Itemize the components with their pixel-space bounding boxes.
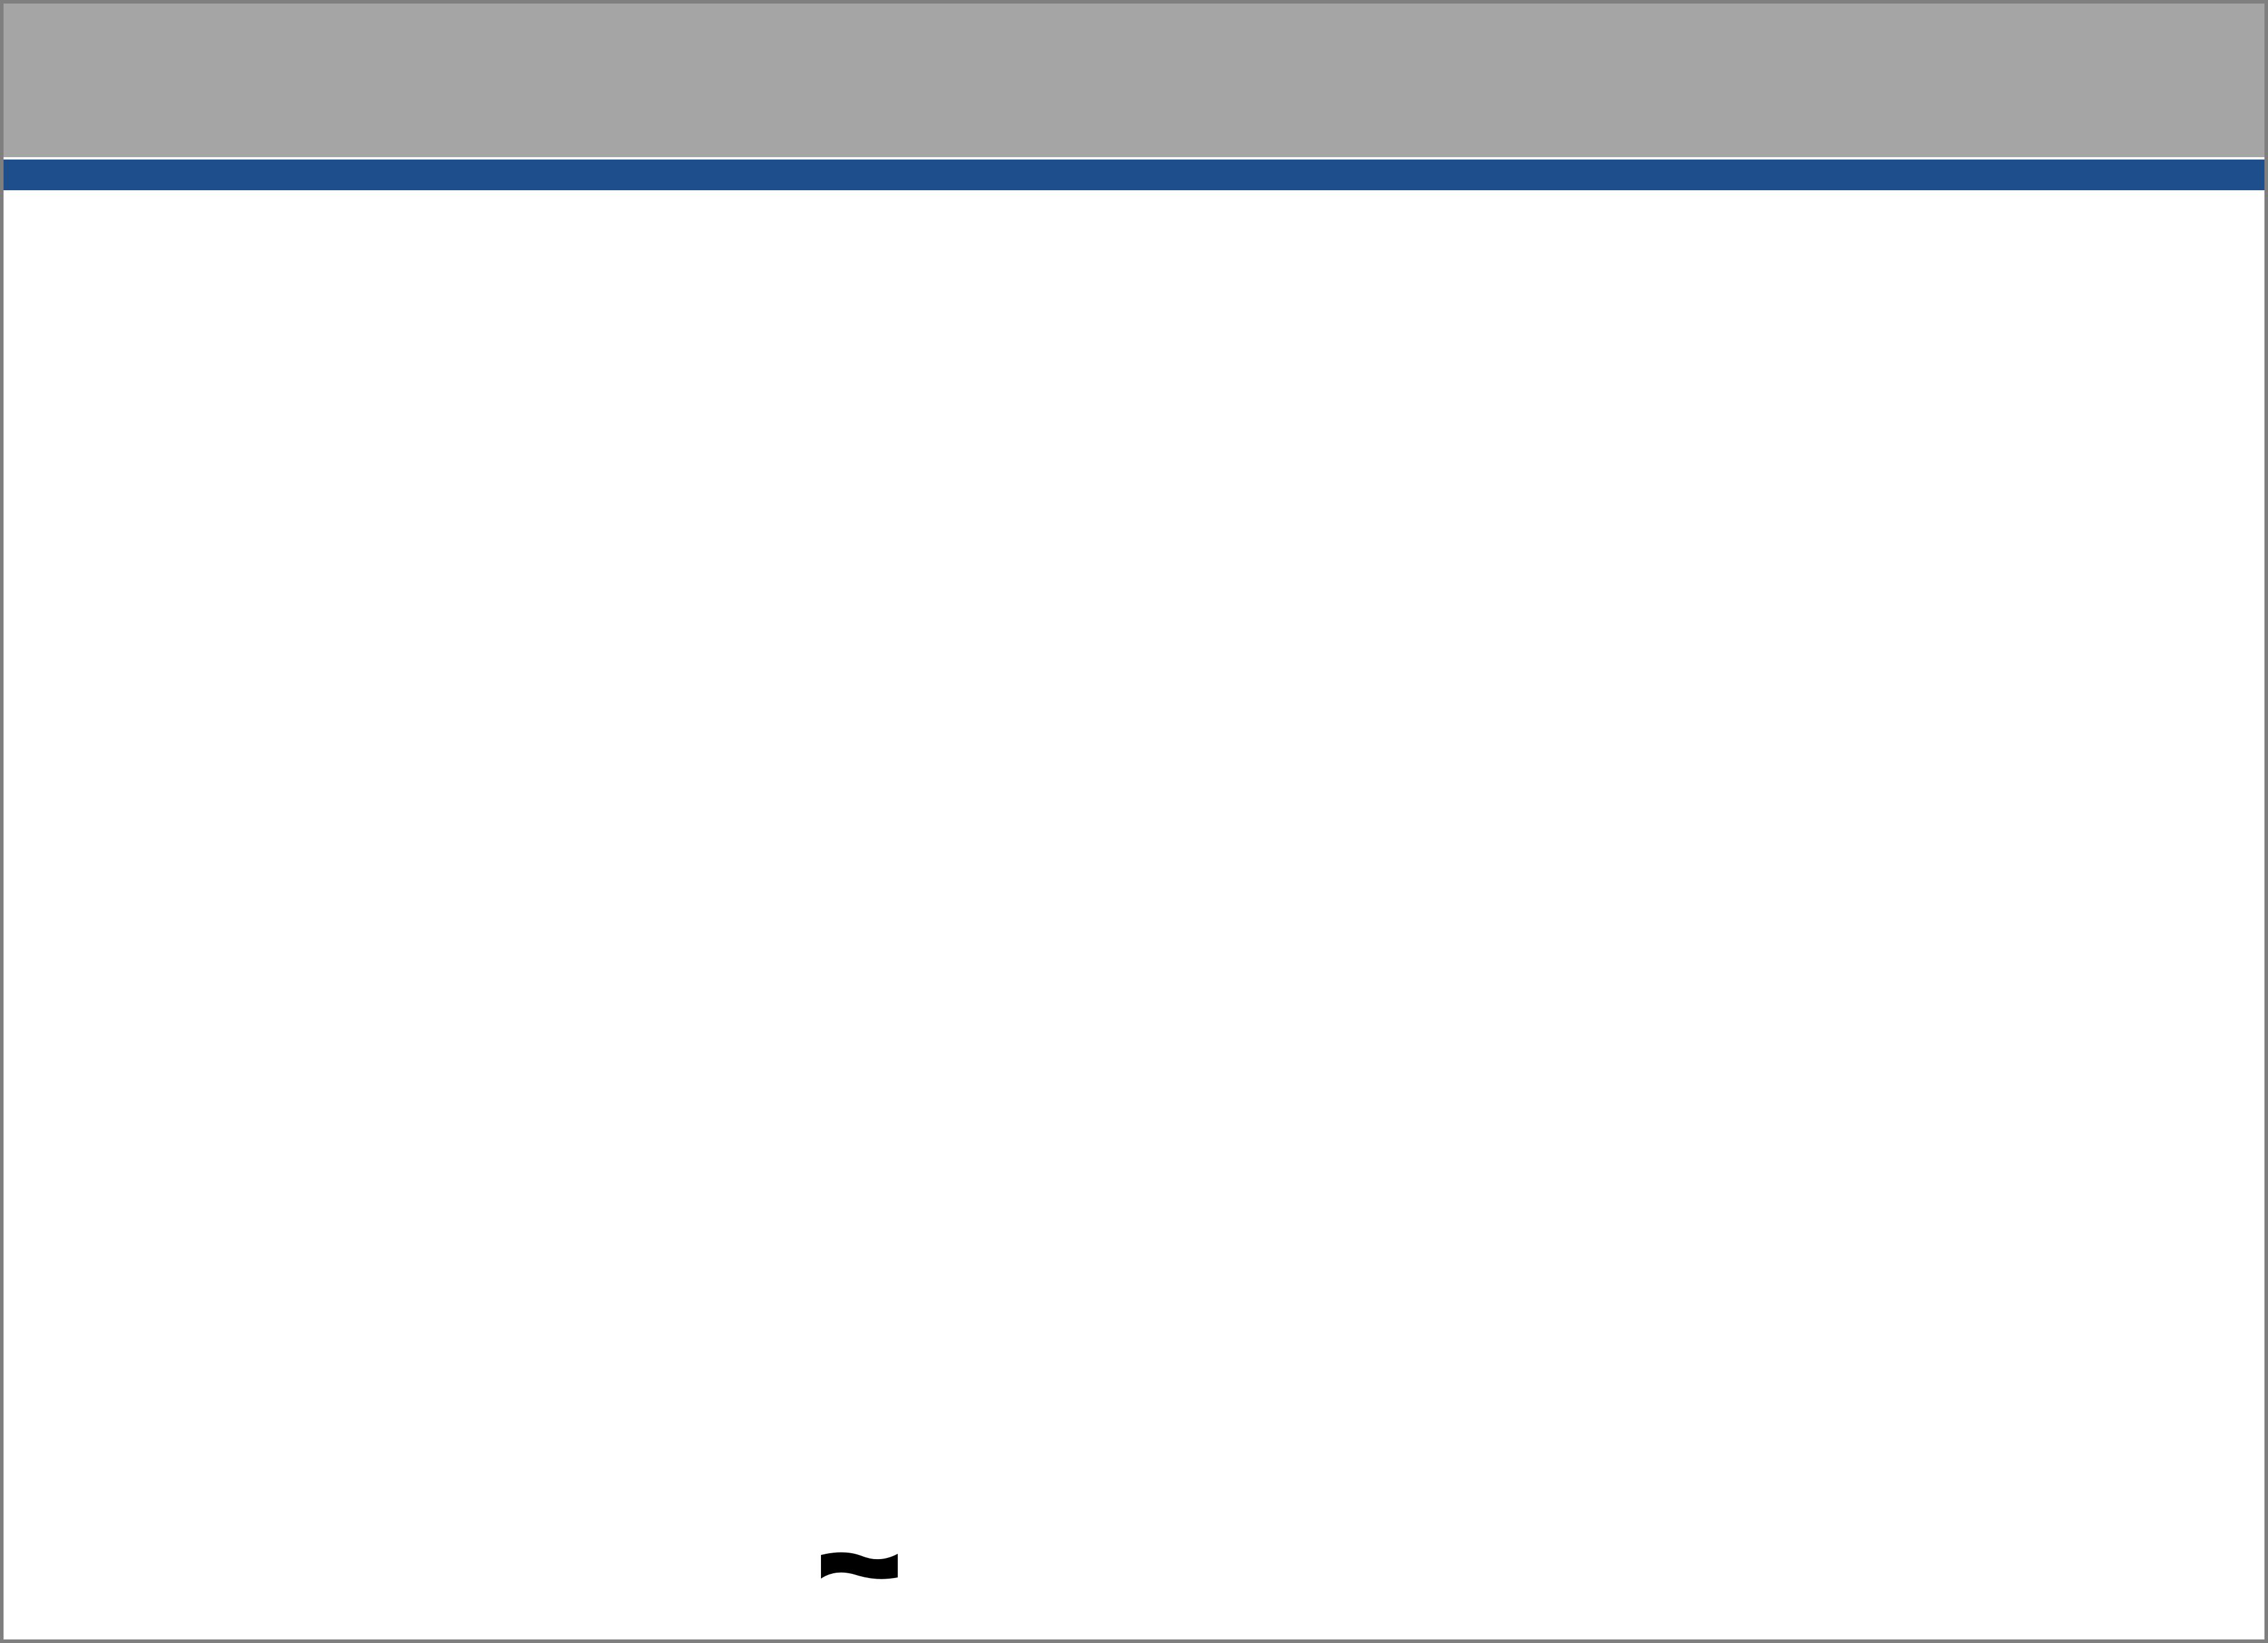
legend-item-range [821, 1549, 908, 1582]
chart-frame [0, 0, 2268, 1643]
legend-swatch-range [821, 1549, 898, 1582]
title-band [4, 4, 2264, 157]
plot-svg [74, 204, 2223, 1521]
legend [4, 1533, 2264, 1598]
legend-item-avg [962, 1563, 1043, 1569]
legend-swatch-avg [962, 1563, 1032, 1569]
legend-swatch-2017 [1096, 1563, 1167, 1569]
legend-item-2017 [1096, 1563, 1178, 1569]
legend-item-2019 [1366, 1563, 1447, 1569]
legend-swatch-2018 [1231, 1563, 1302, 1569]
accent-band [4, 157, 2264, 193]
legend-swatch-2019 [1366, 1563, 1436, 1569]
legend-item-2018 [1231, 1563, 1312, 1569]
plot-area [74, 204, 2223, 1521]
